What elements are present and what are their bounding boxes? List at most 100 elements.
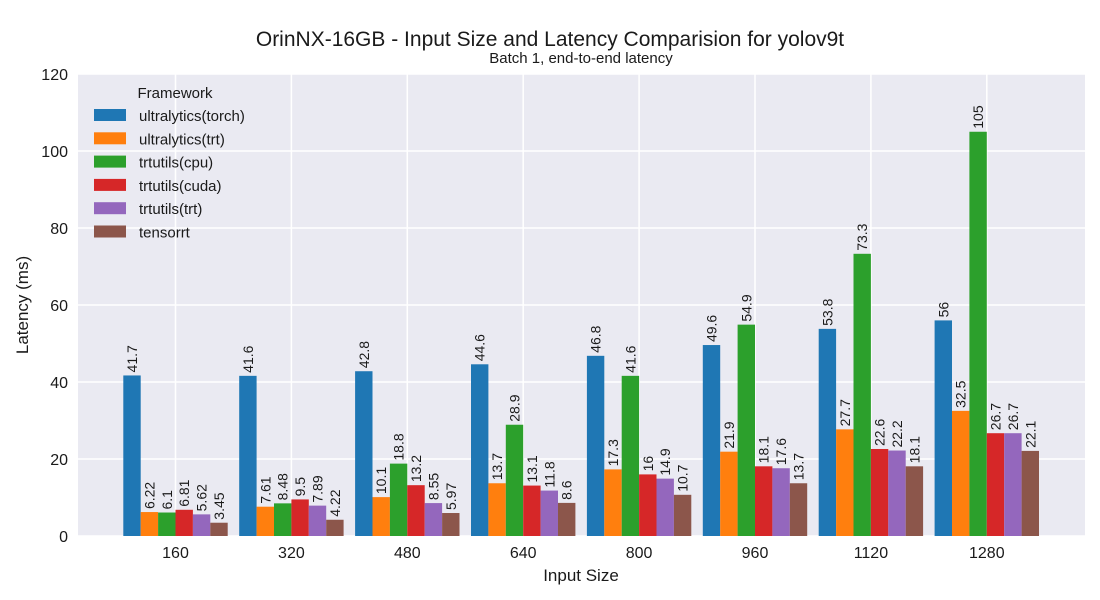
bar-value-label: 7.61 <box>257 476 273 503</box>
bar <box>789 483 808 536</box>
bar <box>471 364 489 536</box>
bar <box>870 448 889 536</box>
bar <box>505 424 524 536</box>
bar-value-label: 41.6 <box>622 345 638 372</box>
bar-value-label: 3.45 <box>211 492 227 519</box>
legend-label: ultralytics(torch) <box>139 108 245 125</box>
bar-value-label: 42.8 <box>356 341 372 368</box>
legend-label: tensorrt <box>139 225 191 242</box>
bar <box>158 512 176 536</box>
legend-swatch <box>94 178 126 191</box>
bar <box>656 478 674 536</box>
bar <box>389 463 408 536</box>
bar <box>888 450 906 536</box>
legend-swatch <box>94 202 126 215</box>
legend-label: trtutils(cpu) <box>139 155 213 172</box>
legend-swatch <box>94 225 126 238</box>
legend-swatch <box>94 109 126 121</box>
bar <box>326 519 344 536</box>
bar <box>1004 433 1022 536</box>
bar-value-label: 6.22 <box>141 482 157 509</box>
bar <box>540 490 558 536</box>
bar <box>934 320 952 536</box>
bar-value-label: 9.5 <box>292 477 308 497</box>
bar <box>1021 450 1039 536</box>
bar-value-label: 14.9 <box>657 448 673 475</box>
bar <box>291 499 309 536</box>
legend-label: ultralytics(trt) <box>139 131 225 148</box>
legend-swatch <box>94 155 126 168</box>
bar <box>123 375 141 536</box>
bar <box>586 355 605 536</box>
bar <box>969 131 987 536</box>
bar-value-label: 10.7 <box>675 464 691 491</box>
y-axis-ticks: 0 20 40 60 80 100 120 <box>41 67 68 546</box>
bar <box>308 505 327 536</box>
bar-value-label: 54.9 <box>738 294 754 321</box>
x-tick-label: 1120 <box>854 545 889 562</box>
y-tick-label: 0 <box>59 529 68 546</box>
bar <box>192 514 211 536</box>
bar-value-label: 44.6 <box>472 334 488 361</box>
bar-value-label: 13.7 <box>489 453 505 480</box>
bar-value-label: 41.7 <box>124 345 140 372</box>
bar-value-label: 7.89 <box>310 475 326 502</box>
legend-label: trtutils(trt) <box>139 201 202 218</box>
bar <box>256 506 274 536</box>
y-tick-label: 60 <box>50 298 68 315</box>
bar-value-label: 105 <box>970 105 986 129</box>
bar <box>372 497 390 536</box>
x-tick-label: 480 <box>394 545 421 562</box>
bar-value-label: 32.5 <box>953 380 969 407</box>
x-axis-ticks: 160 320 480 640 800 960 1120 1280 <box>162 545 1005 562</box>
bar <box>424 503 443 536</box>
y-tick-label: 100 <box>41 144 68 161</box>
bar <box>639 474 657 536</box>
legend-swatch <box>94 132 126 145</box>
bar-value-label: 73.3 <box>854 223 870 250</box>
bar-value-label: 22.2 <box>889 420 905 447</box>
bar-value-label: 28.9 <box>507 394 523 421</box>
legend-title: Framework <box>137 85 213 102</box>
bar-value-label: 18.1 <box>906 436 922 463</box>
bar <box>210 522 228 536</box>
x-tick-label: 960 <box>742 545 769 562</box>
bar <box>175 509 193 536</box>
bar-value-label: 17.6 <box>773 438 789 465</box>
bar-value-label: 8.6 <box>559 480 575 500</box>
x-tick-label: 320 <box>278 545 305 562</box>
bar <box>952 410 970 536</box>
bar <box>755 466 773 536</box>
bar-value-label: 21.9 <box>721 421 737 448</box>
bar-value-label: 13.2 <box>408 455 424 482</box>
bar-value-label: 4.22 <box>327 489 343 516</box>
bar-value-label: 26.7 <box>1005 403 1021 430</box>
bar <box>523 485 541 536</box>
bar <box>772 468 790 536</box>
bar-value-label: 53.8 <box>819 298 835 325</box>
bar-value-label: 18.1 <box>756 436 772 463</box>
y-tick-label: 40 <box>50 375 68 392</box>
bar <box>986 433 1005 536</box>
bar-value-label: 13.7 <box>791 453 807 480</box>
bar <box>488 483 506 536</box>
bar <box>853 253 871 537</box>
bar <box>673 494 692 536</box>
bar-labels: 41.7 41.6 42.8 44.6 46.8 49.6 53.8 56 6.22 7.61 10… <box>124 105 1038 520</box>
bar-value-label: 10.1 <box>373 467 389 494</box>
bar <box>604 469 622 536</box>
bar <box>836 429 854 536</box>
x-axis-label: Input Size <box>543 566 619 585</box>
bar-value-label: 6.1 <box>159 490 175 510</box>
bar-value-label: 8.55 <box>425 473 441 500</box>
bar <box>442 513 460 536</box>
legend-label: trtutils(cuda) <box>139 178 222 195</box>
bar-value-label: 16 <box>640 456 656 472</box>
bar-value-label: 6.81 <box>176 479 192 506</box>
bar-value-label: 46.8 <box>588 325 604 352</box>
y-tick-label: 120 <box>41 67 68 84</box>
bar <box>818 328 837 536</box>
bar <box>140 512 159 536</box>
bar-value-label: 22.6 <box>872 419 888 446</box>
